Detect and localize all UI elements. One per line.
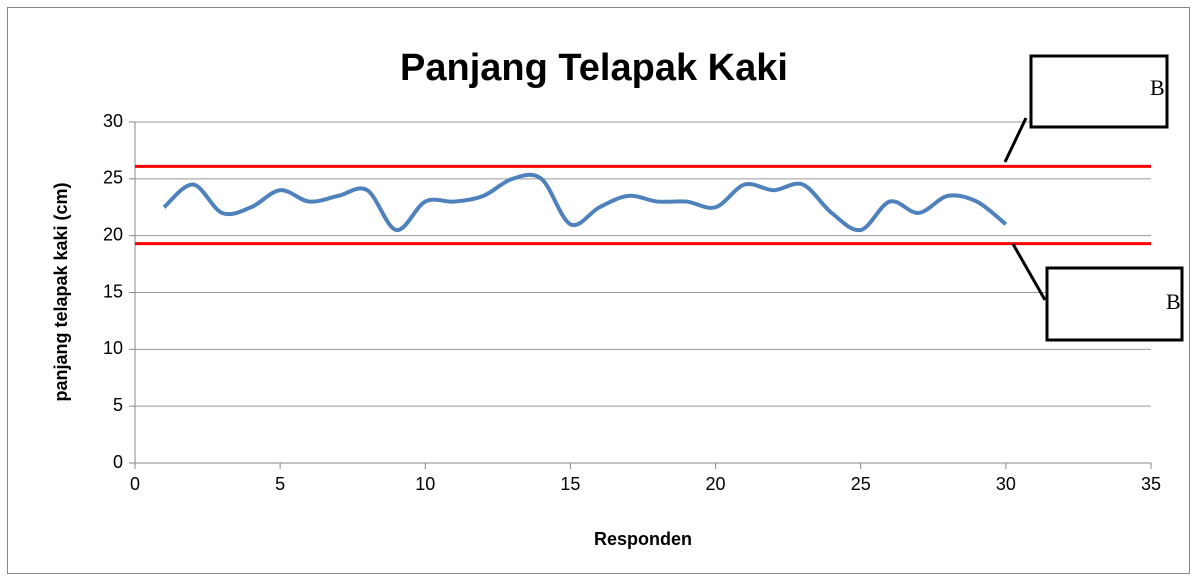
data-line xyxy=(162,172,1008,233)
x-tick-label: 25 xyxy=(851,474,871,494)
x-tick-label: 0 xyxy=(130,474,140,494)
chart-title: Panjang Telapak Kaki xyxy=(400,47,788,89)
x-tick-label: 5 xyxy=(275,474,285,494)
y-tick-label: 25 xyxy=(103,168,123,188)
x-tick-label: 35 xyxy=(1141,474,1161,494)
callout-connector xyxy=(1003,117,1028,163)
callout-text: B xyxy=(1166,289,1181,314)
x-tick-label: 10 xyxy=(415,474,435,494)
x-axis-label: Responden xyxy=(594,529,692,549)
chart-frame xyxy=(7,7,1190,574)
y-tick-label: 30 xyxy=(103,111,123,131)
y-tick-label: 0 xyxy=(113,452,123,472)
y-tick-label: 10 xyxy=(103,338,123,358)
x-tick-label: 20 xyxy=(706,474,726,494)
callout-box xyxy=(1045,266,1184,342)
callout-connector xyxy=(1011,243,1047,301)
callout-text: B xyxy=(1150,75,1165,100)
plot-area: 0 5 10 15 20 25 30 0 5 10 15 20 25 30 35 xyxy=(103,111,1161,494)
x-tick-label: 15 xyxy=(560,474,580,494)
y-tick-label: 20 xyxy=(103,224,123,244)
x-tick-label: 30 xyxy=(996,474,1016,494)
y-tick-label: 15 xyxy=(103,281,123,301)
y-axis-label: panjang telapak kaki (cm) xyxy=(51,182,71,401)
callout-box xyxy=(1029,54,1169,129)
y-tick-label: 5 xyxy=(113,395,123,415)
